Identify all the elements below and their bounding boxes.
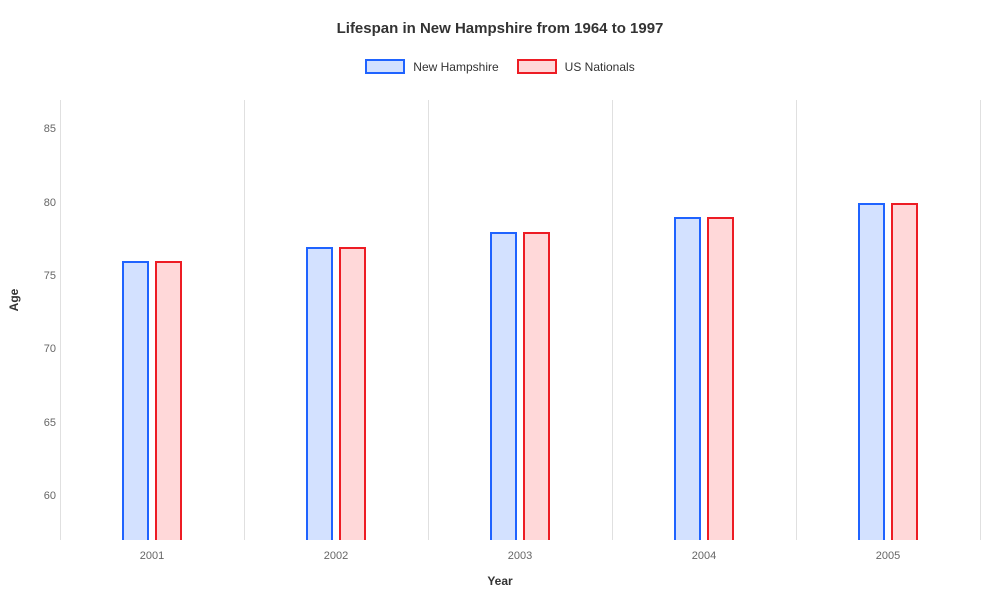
legend-swatch-1 [517,59,557,74]
grid-line [244,100,245,540]
x-tick-label: 2001 [140,550,164,562]
legend-label-0: New Hampshire [413,60,498,74]
bar [155,261,183,540]
plot-area: 60657075808520012002200320042005 [60,100,980,540]
grid-line [428,100,429,540]
grid-line [612,100,613,540]
bar [707,217,735,540]
y-tick-label: 80 [30,197,56,209]
bar [891,203,919,540]
bar [490,232,518,540]
legend-swatch-0 [365,59,405,74]
y-tick-label: 70 [30,343,56,355]
chart-container: Lifespan in New Hampshire from 1964 to 1… [0,0,1000,600]
y-tick-label: 60 [30,490,56,502]
y-tick-label: 85 [30,123,56,135]
chart-title: Lifespan in New Hampshire from 1964 to 1… [20,20,980,37]
y-axis-line [60,100,61,540]
legend-item-1: US Nationals [517,59,635,74]
legend: New Hampshire US Nationals [20,59,980,74]
bar [306,247,334,540]
legend-item-0: New Hampshire [365,59,498,74]
bar [674,217,702,540]
x-tick-label: 2005 [876,550,900,562]
bar [339,247,367,540]
y-tick-label: 75 [30,270,56,282]
y-axis-label: Age [7,289,21,312]
grid-line [796,100,797,540]
x-tick-label: 2003 [508,550,532,562]
x-tick-label: 2004 [692,550,716,562]
bar [122,261,150,540]
bar [523,232,551,540]
legend-label-1: US Nationals [565,60,635,74]
x-tick-label: 2002 [324,550,348,562]
x-axis-label: Year [487,574,512,588]
grid-line [980,100,981,540]
y-tick-label: 65 [30,417,56,429]
bar [858,203,886,540]
